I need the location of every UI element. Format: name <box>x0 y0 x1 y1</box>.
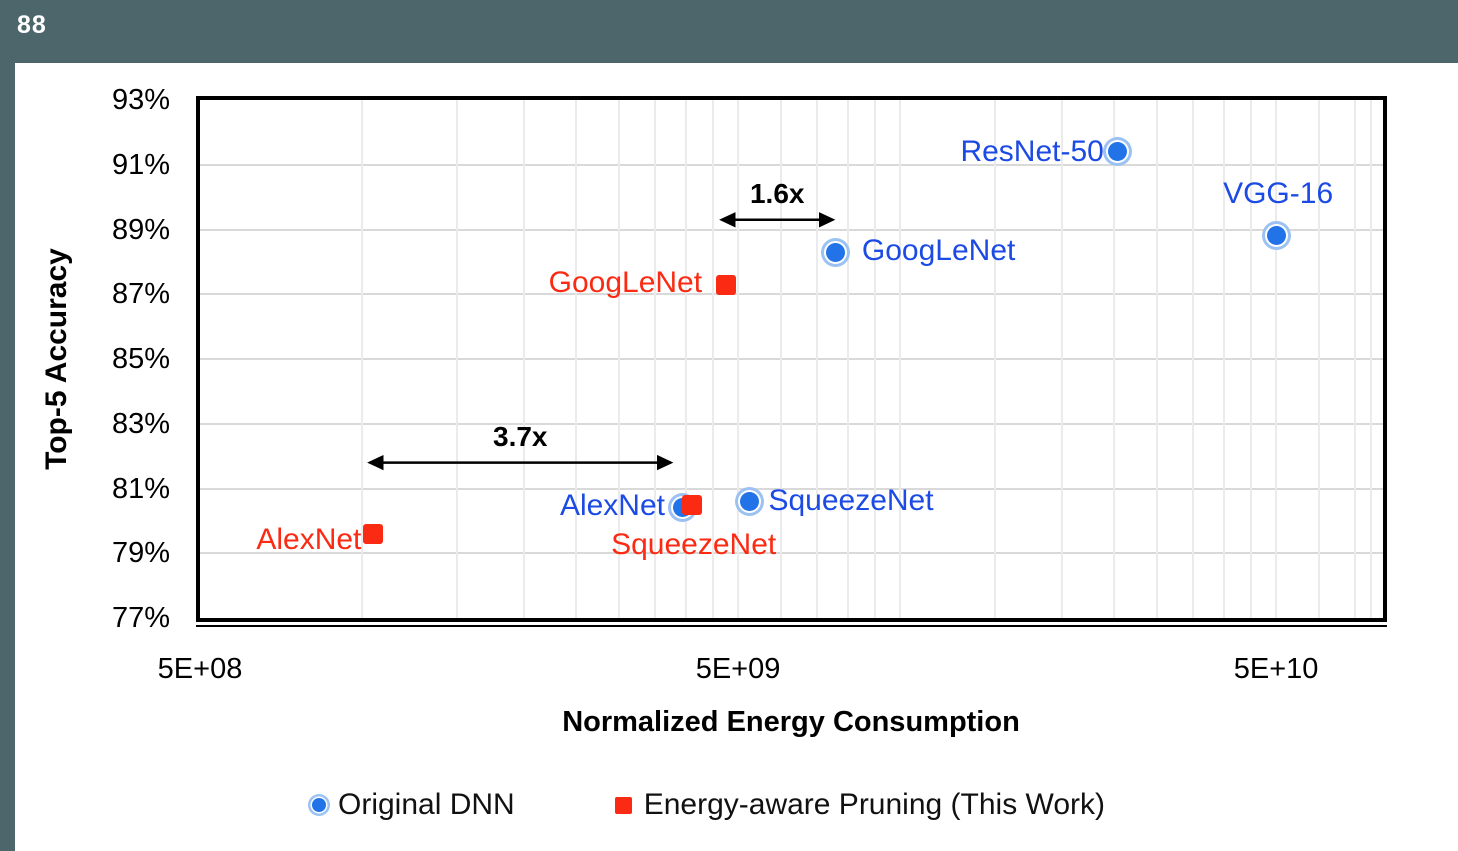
legend-circle-marker-icon <box>312 798 326 812</box>
x-tick-label: 5E+10 <box>1233 653 1319 685</box>
v-gridline <box>455 100 458 618</box>
point-googlenet-pruned <box>716 274 737 295</box>
point-squeezenet-original <box>739 491 759 511</box>
h-gridline <box>200 163 1383 166</box>
legend-square-marker-icon <box>614 796 632 814</box>
y-tick-label: 93% <box>111 84 170 116</box>
legend-label: Original DNN <box>338 788 515 821</box>
y-tick-label: 83% <box>111 407 170 440</box>
h-gridline <box>200 358 1383 360</box>
v-gridline <box>360 100 363 618</box>
v-gridline <box>1191 100 1194 618</box>
point-alexnet-pruned <box>363 523 384 544</box>
point-label-googlenet-pruned: GoogLeNet <box>548 265 703 299</box>
v-gridline <box>779 100 782 618</box>
point-label-squeezenet-pruned: SqueezeNet <box>611 527 777 561</box>
arrow-label-1-6x: 1.6x <box>749 177 805 209</box>
x-axis-title: Normalized Energy Consumption <box>562 706 1020 738</box>
point-label-alexnet-pruned: AlexNet <box>256 522 362 556</box>
point-vgg-16-original <box>1266 226 1286 246</box>
content-panel <box>15 63 1458 851</box>
v-gridline <box>712 100 715 618</box>
h-gridline <box>200 422 1383 425</box>
arrow-label-3-7x: 3.7x <box>493 420 548 452</box>
v-gridline <box>575 100 578 618</box>
point-label-googlenet-original: GoogLeNet <box>861 234 1016 268</box>
slide-number: 88 <box>17 11 47 39</box>
y-tick-label: 77% <box>111 602 170 634</box>
legend-item-energy-aware-pruning-this-work-: Energy-aware Pruning (This Work) <box>614 787 1105 823</box>
h-gridline <box>200 487 1383 490</box>
v-gridline <box>653 100 656 618</box>
v-gridline <box>1155 100 1158 618</box>
v-gridline <box>1250 100 1253 618</box>
plot-border <box>196 96 1387 622</box>
v-gridline <box>684 100 687 618</box>
v-gridline <box>874 100 877 618</box>
v-gridline <box>1060 100 1063 618</box>
point-label-resnet-50-original: ResNet-50 <box>960 134 1104 168</box>
x-tick-label: 5E+08 <box>157 653 243 685</box>
v-gridline <box>846 100 849 618</box>
y-tick-label: 81% <box>111 472 170 505</box>
point-googlenet-original <box>826 242 846 262</box>
v-gridline <box>1113 100 1116 618</box>
y-tick-label: 85% <box>111 343 170 375</box>
v-gridline <box>1222 100 1225 618</box>
plot-gridlines <box>200 100 1383 618</box>
legend-label: Energy-aware Pruning (This Work) <box>643 788 1105 821</box>
y-tick-label: 91% <box>111 148 170 181</box>
v-gridline <box>1275 100 1278 618</box>
v-gridline <box>617 100 620 618</box>
v-gridline <box>1353 100 1356 618</box>
v-gridline <box>993 100 996 618</box>
v-gridline <box>815 100 818 618</box>
x-tick-label: 5E+09 <box>695 653 781 685</box>
y-tick-label: 89% <box>111 213 170 246</box>
h-gridline <box>200 293 1383 296</box>
point-label-squeezenet-original: SqueezeNet <box>768 484 934 518</box>
chart-legend: Original DNN Energy-aware Pruning (This W… <box>312 787 1105 823</box>
h-gridline <box>200 228 1383 231</box>
legend-item-original-dnn: Original DNN <box>312 787 515 823</box>
v-gridline <box>737 100 740 618</box>
point-label-vgg-16-original: VGG-16 <box>1223 176 1334 210</box>
x-axis-line <box>196 625 1387 627</box>
y-tick-label: 79% <box>111 537 170 570</box>
h-gridline <box>200 552 1383 555</box>
y-tick-label: 87% <box>111 278 170 311</box>
point-squeezenet-pruned <box>681 494 702 515</box>
point-label-alexnet-original: AlexNet <box>559 488 665 522</box>
v-gridline <box>522 100 525 618</box>
v-gridline <box>1317 100 1320 618</box>
v-gridline <box>1369 100 1372 618</box>
v-gridline <box>899 100 902 618</box>
point-resnet-50-original <box>1108 142 1128 162</box>
